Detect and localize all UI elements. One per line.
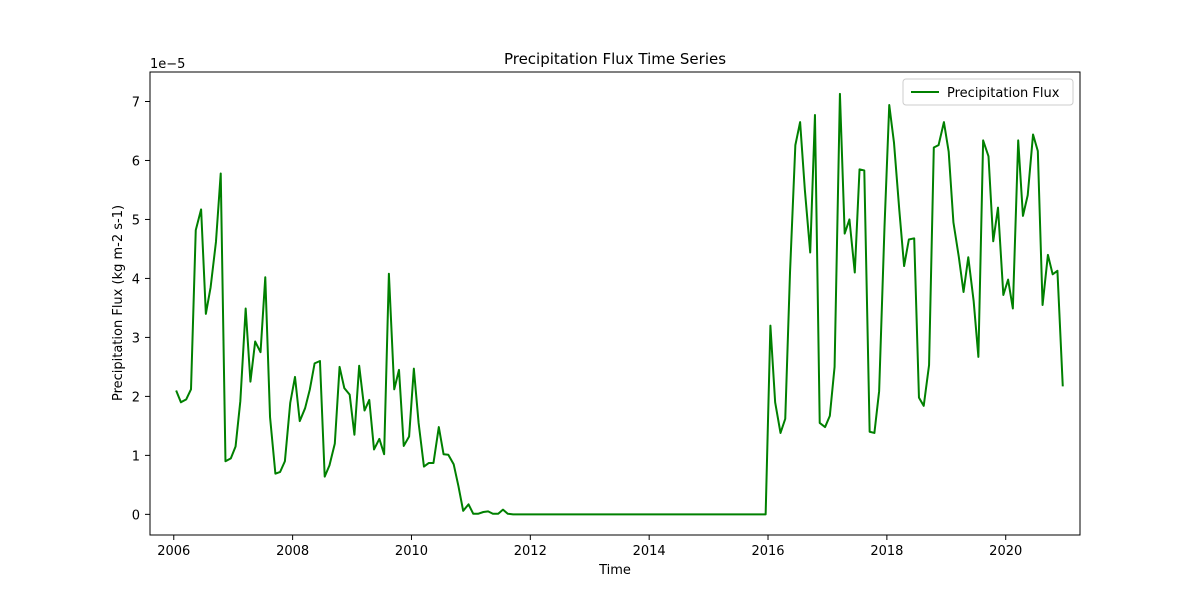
y-tick-label: 3 — [132, 331, 140, 346]
x-tick-label: 2010 — [395, 544, 428, 559]
axes-frame — [149, 71, 1081, 536]
chart-title: Precipitation Flux Time Series — [504, 50, 726, 68]
x-tick-label: 2008 — [276, 544, 309, 559]
y-tick-label: 4 — [132, 272, 140, 287]
series-line-0 — [175, 92, 1064, 516]
x-tick-label: 2006 — [157, 544, 190, 559]
y-axis-title: Precipitation Flux (kg m-2 s-1) — [111, 205, 126, 401]
x-tick-label: 2018 — [870, 544, 903, 559]
legend-box — [902, 78, 1074, 106]
legend-label: Precipitation Flux — [947, 86, 1060, 101]
y-tick-label: 0 — [132, 508, 140, 523]
axes: 2006 2008 2010 2012 2014 2016 2018 2020 0 1 2 3 4 5 6 7 — [132, 71, 1081, 559]
x-tick-label: 2012 — [514, 544, 547, 559]
x-tick-label: 2020 — [989, 544, 1022, 559]
y-tick-label: 7 — [132, 95, 140, 110]
x-axis-title: Time — [598, 563, 631, 578]
y-tick-label: 2 — [132, 390, 140, 405]
y-tick-label: 6 — [132, 154, 140, 169]
plot-area — [175, 92, 1064, 516]
legend: Precipitation Flux — [902, 78, 1074, 106]
x-tick-label: 2014 — [633, 544, 666, 559]
y-offset-label: 1e−5 — [150, 57, 185, 72]
y-tick-label: 1 — [132, 449, 140, 464]
y-tick-label: 5 — [132, 213, 140, 228]
x-tick-label: 2016 — [751, 544, 784, 559]
